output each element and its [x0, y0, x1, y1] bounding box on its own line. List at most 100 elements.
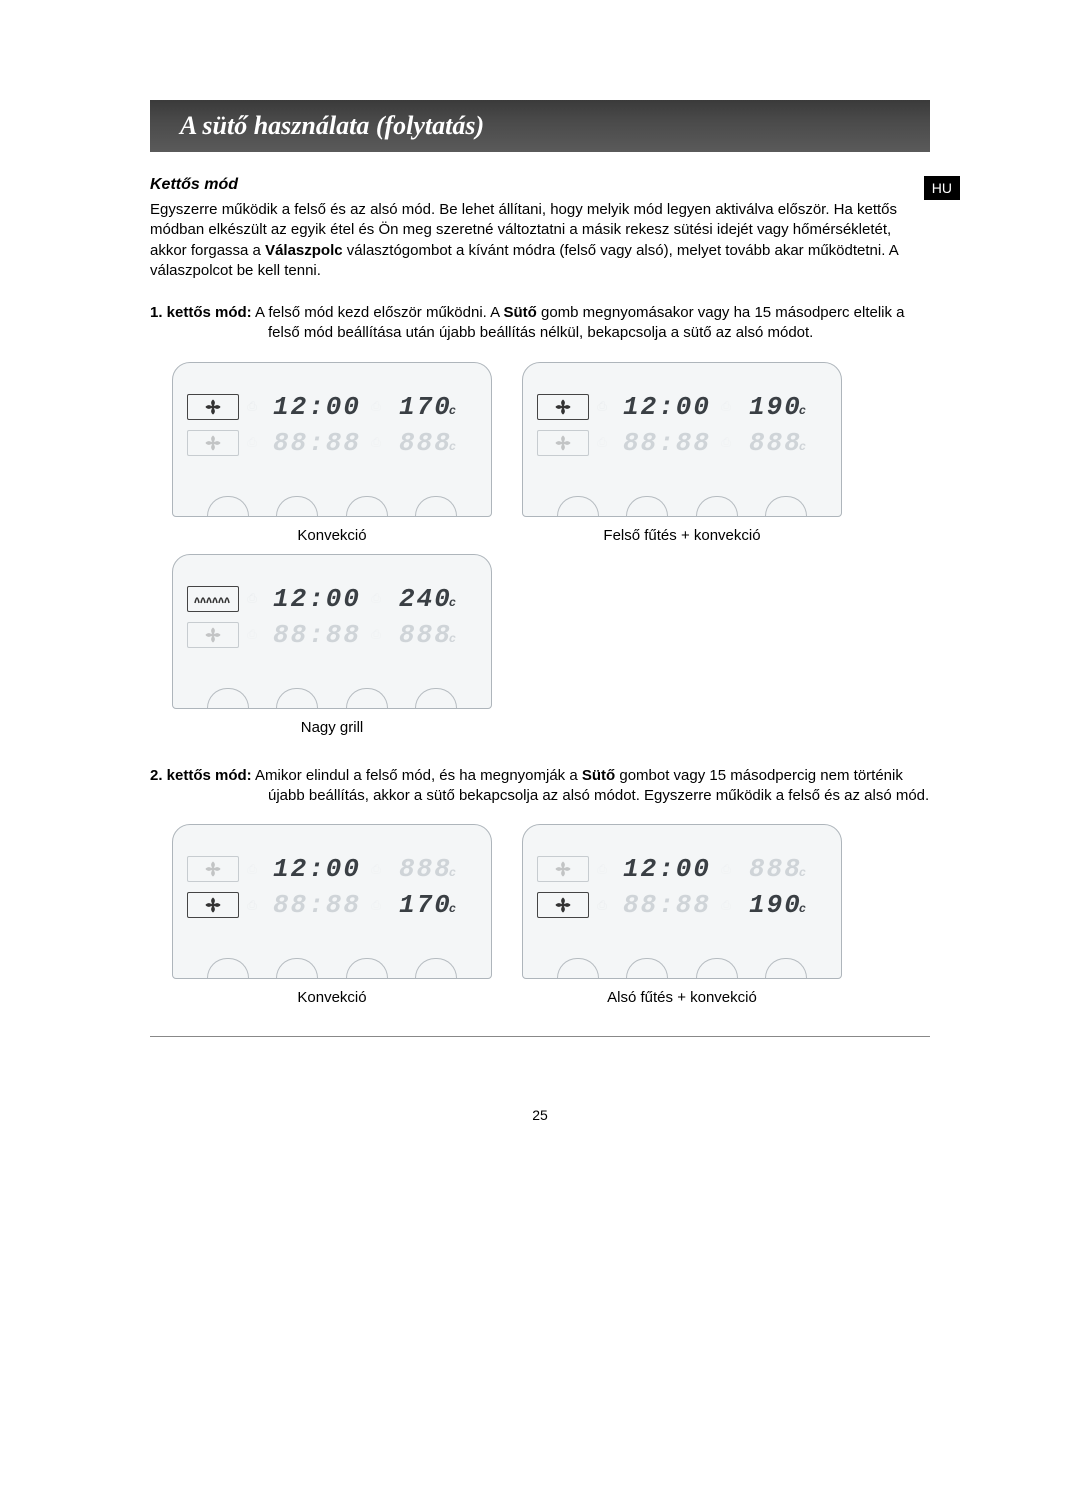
grill-icon [187, 586, 239, 612]
display-cell: ⎙12:00⎙888c⎙88:88⎙170cKonvekció [172, 824, 492, 1006]
mode1-text-1: A felső mód kezd először működni. A [255, 304, 503, 321]
time-value: 88:88 [271, 890, 363, 920]
knob [696, 958, 738, 978]
fan-icon [537, 394, 589, 420]
intro-paragraph: Egyszerre működik a felső és az alsó mód… [150, 200, 930, 281]
temp-value: 888 [399, 854, 452, 884]
temp-unit: c [799, 440, 808, 454]
temp-unit: c [799, 404, 808, 418]
knob [207, 496, 249, 516]
fan-icon [187, 430, 239, 456]
knob [276, 688, 318, 708]
temp-value: 888 [749, 854, 802, 884]
display-cell: ⎙12:00⎙170c⎙88:88⎙888cKonvekció [172, 362, 492, 544]
temp-value: 240 [399, 584, 452, 614]
separator-icon: ⎙ [371, 591, 381, 606]
mode2-bold: Sütő [582, 767, 615, 784]
temp-block: 888c [749, 428, 808, 458]
mode1-text: 1. kettős mód: A felső mód kezd először … [150, 303, 930, 344]
temp-value: 170 [399, 890, 452, 920]
separator-icon: ⎙ [597, 435, 607, 450]
display-row: ⎙ 88:88 ⎙ 888c [187, 617, 477, 653]
footer-rule [150, 1036, 930, 1037]
knob [207, 958, 249, 978]
separator-icon: ⎙ [247, 627, 257, 642]
temp-unit: c [799, 866, 808, 880]
display-row: ⎙12:00⎙888c [187, 851, 477, 887]
temp-block: 190c [749, 890, 808, 920]
knob-row [173, 954, 491, 978]
knob [276, 496, 318, 516]
display-caption: Konvekció [172, 527, 492, 544]
temp-block: 190c [749, 392, 808, 422]
temp-value: 170 [399, 392, 452, 422]
knob-row [173, 492, 491, 516]
time-value: 88:88 [271, 428, 363, 458]
display-row: ⎙12:00⎙888c [537, 851, 827, 887]
display-caption: Alsó fűtés + konvekció [522, 989, 842, 1006]
mode2-displays: ⎙12:00⎙888c⎙88:88⎙170cKonvekció⎙12:00⎙88… [172, 824, 930, 1006]
oven-display: ⎙12:00⎙190c⎙88:88⎙888c [522, 362, 842, 517]
display-row: ⎙12:00⎙240c [187, 581, 477, 617]
fan-icon [537, 892, 589, 918]
oven-display: ⎙12:00⎙240c⎙88:88⎙888c [172, 554, 492, 709]
temp-unit: c [799, 902, 808, 916]
time-value: 12:00 [271, 392, 363, 422]
knob [415, 958, 457, 978]
time-value: 12:00 [271, 584, 363, 614]
separator-icon: ⎙ [721, 862, 731, 877]
knob [765, 496, 807, 516]
display-caption: Nagy grill [172, 719, 492, 736]
knob [415, 688, 457, 708]
temp-value: 190 [749, 392, 802, 422]
time-value: 12:00 [621, 392, 713, 422]
knob [557, 496, 599, 516]
display-cell: ⎙12:00⎙240c⎙88:88⎙888cNagy grill [172, 554, 492, 736]
fan-icon [537, 856, 589, 882]
knob [626, 496, 668, 516]
display-row: ⎙ 88:88 ⎙ 190c [537, 887, 827, 923]
display-cell: ⎙12:00⎙190c⎙88:88⎙888cFelső fűtés + konv… [522, 362, 842, 544]
knob [765, 958, 807, 978]
temp-unit: c [449, 440, 458, 454]
oven-display: ⎙12:00⎙888c⎙88:88⎙190c [522, 824, 842, 979]
separator-icon: ⎙ [247, 862, 257, 877]
knob [415, 496, 457, 516]
temp-value: 190 [749, 890, 802, 920]
knob-row [173, 684, 491, 708]
fan-icon [537, 430, 589, 456]
time-value: 88:88 [271, 620, 363, 650]
time-value: 88:88 [621, 428, 713, 458]
temp-block: 888c [399, 620, 458, 650]
display-row: ⎙88:88⎙170c [187, 887, 477, 923]
time-value: 88:88 [621, 890, 713, 920]
mode2-text: 2. kettős mód: Amikor elindul a felső mó… [150, 766, 930, 807]
knob [346, 688, 388, 708]
display-caption: Konvekció [172, 989, 492, 1006]
oven-display: ⎙12:00⎙170c⎙88:88⎙888c [172, 362, 492, 517]
separator-icon: ⎙ [597, 898, 607, 913]
temp-unit: c [449, 404, 458, 418]
knob-row [523, 954, 841, 978]
temp-value: 888 [399, 428, 452, 458]
separator-icon: ⎙ [371, 898, 381, 913]
oven-display: ⎙12:00⎙888c⎙88:88⎙170c [172, 824, 492, 979]
separator-icon: ⎙ [247, 898, 257, 913]
separator-icon: ⎙ [371, 862, 381, 877]
separator-icon: ⎙ [247, 399, 257, 414]
separator-icon: ⎙ [721, 898, 731, 913]
display-caption: Felső fűtés + konvekció [522, 527, 842, 544]
knob [276, 958, 318, 978]
time-value: 12:00 [621, 854, 713, 884]
mode1-displays: ⎙12:00⎙170c⎙88:88⎙888cKonvekció⎙12:00⎙19… [172, 362, 930, 736]
separator-icon: ⎙ [371, 399, 381, 414]
knob [557, 958, 599, 978]
separator-icon: ⎙ [371, 627, 381, 642]
knob [626, 958, 668, 978]
knob [696, 496, 738, 516]
display-row: ⎙88:88⎙888c [187, 425, 477, 461]
mode2-label: 2. kettős mód: [150, 767, 252, 784]
content: HU Kettős mód Egyszerre működik a felső … [0, 152, 1080, 1006]
fan-icon [187, 622, 239, 648]
page-number: 25 [0, 1097, 1080, 1123]
